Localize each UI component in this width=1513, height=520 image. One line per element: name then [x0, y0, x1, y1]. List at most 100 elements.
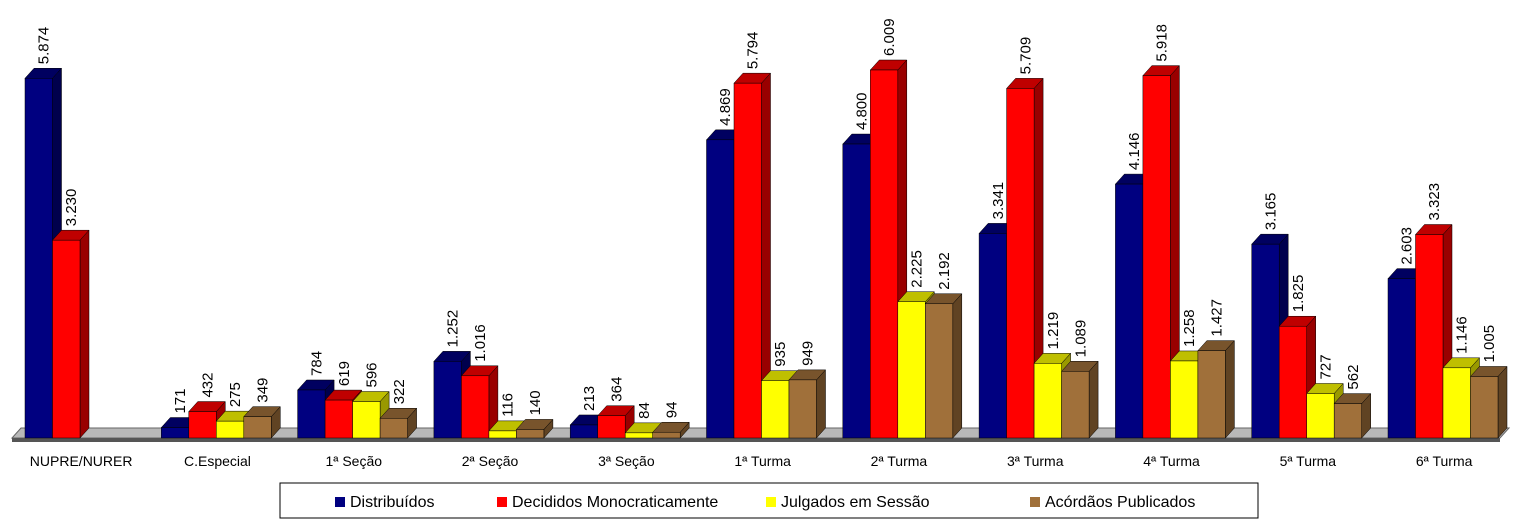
bar	[297, 389, 326, 439]
bar	[1306, 393, 1335, 439]
bar	[52, 239, 81, 439]
value-label: 1.252	[445, 310, 462, 348]
value-label: 1.258	[1181, 309, 1198, 347]
x-tick-label: 2ª Turma	[871, 453, 928, 469]
x-tick-label: NUPRE/NURER	[30, 453, 133, 469]
bar	[652, 431, 681, 439]
bar-side	[1225, 339, 1235, 439]
value-label: 1.089	[1072, 320, 1089, 358]
bar	[1470, 376, 1499, 439]
bar	[569, 424, 598, 439]
value-label: 784	[308, 351, 325, 376]
x-tick-label: C.Especial	[184, 453, 251, 469]
bar	[1142, 75, 1171, 439]
value-label: 5.709	[1017, 37, 1034, 75]
legend-swatch	[497, 497, 507, 507]
value-label: 727	[1317, 354, 1334, 379]
bar	[188, 411, 217, 439]
value-label: 5.918	[1154, 24, 1171, 62]
bar-side	[816, 369, 826, 439]
value-label: 4.146	[1126, 133, 1143, 171]
bar	[461, 375, 490, 439]
bar	[1278, 325, 1307, 439]
bar	[488, 430, 517, 439]
x-tick-label: 6ª Turma	[1416, 453, 1473, 469]
value-label: 349	[255, 378, 272, 403]
value-label: 3.341	[990, 182, 1007, 220]
value-label: 1.016	[472, 324, 489, 362]
bar	[842, 143, 871, 439]
value-label: 3.230	[63, 189, 80, 227]
value-label: 2.603	[1399, 227, 1416, 265]
value-label: 619	[336, 361, 353, 386]
legend-label: Julgados em Sessão	[781, 494, 930, 511]
value-label: 2.192	[936, 252, 953, 290]
bar	[788, 379, 817, 439]
value-label: 4.800	[854, 92, 871, 130]
value-label: 94	[663, 402, 680, 419]
value-label: 1.427	[1209, 299, 1226, 337]
value-label: 1.146	[1454, 316, 1471, 354]
value-label: 3.165	[1262, 193, 1279, 231]
value-label: 1.005	[1481, 325, 1498, 363]
bar	[433, 361, 462, 439]
value-label: 935	[772, 342, 789, 367]
value-label: 84	[636, 402, 653, 419]
bar	[1251, 243, 1280, 439]
bar-side	[952, 293, 963, 439]
legend-label: Distribuídos	[350, 494, 434, 511]
bar	[161, 427, 190, 439]
value-label: 1.825	[1290, 275, 1307, 313]
bar-side	[79, 229, 90, 439]
legend-label: Acórdãos Publicados	[1045, 494, 1195, 511]
bar	[597, 415, 626, 439]
value-label: 5.874	[36, 27, 53, 65]
bar	[352, 401, 381, 439]
bar-side	[1088, 360, 1099, 439]
value-label: 596	[363, 362, 380, 387]
value-label: 4.869	[717, 88, 734, 126]
bar	[1415, 234, 1444, 439]
value-label: 140	[527, 390, 544, 415]
bar	[379, 418, 408, 439]
bar	[870, 69, 899, 439]
x-tick-label: 1ª Seção	[325, 453, 382, 469]
value-label: 116	[500, 393, 517, 417]
legend-swatch	[766, 497, 776, 507]
bar	[24, 78, 53, 439]
value-label: 171	[172, 388, 189, 413]
bar	[516, 429, 545, 439]
bar	[1033, 363, 1062, 439]
bar	[624, 432, 653, 439]
bar-side	[1497, 365, 1508, 439]
x-tick-label: 3ª Turma	[1007, 453, 1064, 469]
bar	[1006, 88, 1035, 439]
x-tick-label: 2ª Seção	[462, 453, 519, 469]
bar	[1442, 367, 1471, 439]
bar	[243, 416, 272, 439]
x-tick-label: 5ª Turma	[1280, 453, 1337, 469]
bar	[1061, 371, 1090, 439]
value-label: 364	[608, 377, 625, 402]
bar	[1333, 403, 1362, 439]
value-label: 6.009	[881, 18, 898, 56]
value-label: 432	[200, 373, 217, 398]
value-label: 3.323	[1426, 183, 1443, 221]
value-label: 2.225	[909, 250, 926, 288]
floor-edge	[12, 438, 1500, 442]
bar	[978, 233, 1007, 439]
bar	[1197, 350, 1226, 439]
value-label: 1.219	[1045, 312, 1062, 350]
bar	[324, 399, 353, 439]
legend-swatch	[1030, 497, 1040, 507]
value-label: 213	[581, 386, 598, 411]
bar	[733, 82, 762, 439]
x-tick-label: 4ª Turma	[1143, 453, 1200, 469]
value-label: 275	[227, 382, 244, 407]
bar	[925, 303, 954, 439]
value-label: 5.794	[745, 32, 762, 70]
bar	[1115, 183, 1144, 439]
legend-label: Decididos Monocraticamente	[512, 494, 718, 511]
